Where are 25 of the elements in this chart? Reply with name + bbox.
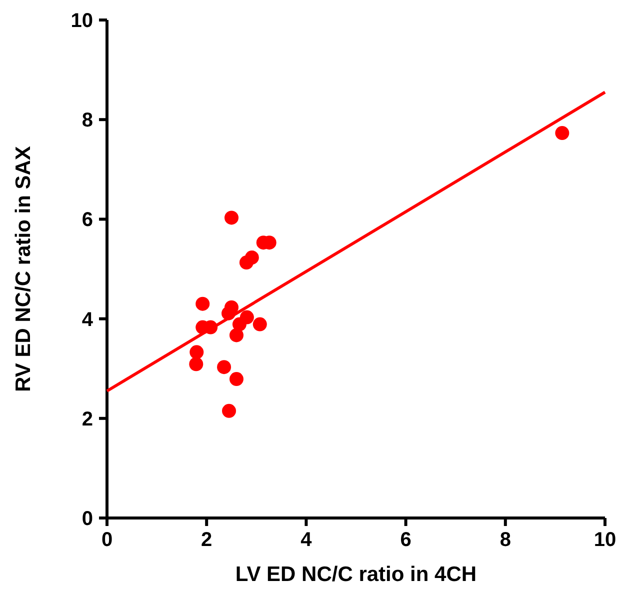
point bbox=[224, 210, 238, 225]
point bbox=[190, 345, 204, 360]
point bbox=[189, 357, 204, 372]
point bbox=[229, 372, 244, 386]
point bbox=[252, 317, 267, 332]
x-axis-title: LV ED NC/C ratio in 4CH bbox=[235, 563, 477, 586]
x-tick-label: 0 bbox=[101, 529, 113, 551]
point bbox=[555, 126, 570, 140]
y-tick-label: 6 bbox=[82, 209, 93, 232]
y-tick-label: 0 bbox=[82, 508, 93, 530]
point bbox=[196, 296, 210, 311]
x-tick-label: 8 bbox=[500, 529, 511, 551]
point bbox=[222, 404, 236, 418]
x-tick-label: 2 bbox=[201, 529, 212, 551]
x-tick-label: 10 bbox=[594, 529, 616, 551]
y-tick-label: 2 bbox=[82, 408, 93, 430]
point bbox=[217, 360, 232, 374]
y-axis-title: RV ED NC/C ratio in SAX bbox=[12, 146, 35, 392]
y-tick-label: 4 bbox=[82, 308, 94, 331]
point bbox=[239, 256, 254, 270]
point bbox=[229, 328, 244, 342]
x-tick-label: 6 bbox=[400, 529, 412, 551]
x-tick-label: 4 bbox=[300, 529, 313, 551]
y-tick-label: 8 bbox=[82, 110, 93, 132]
y-tick-label: 10 bbox=[70, 10, 93, 32]
